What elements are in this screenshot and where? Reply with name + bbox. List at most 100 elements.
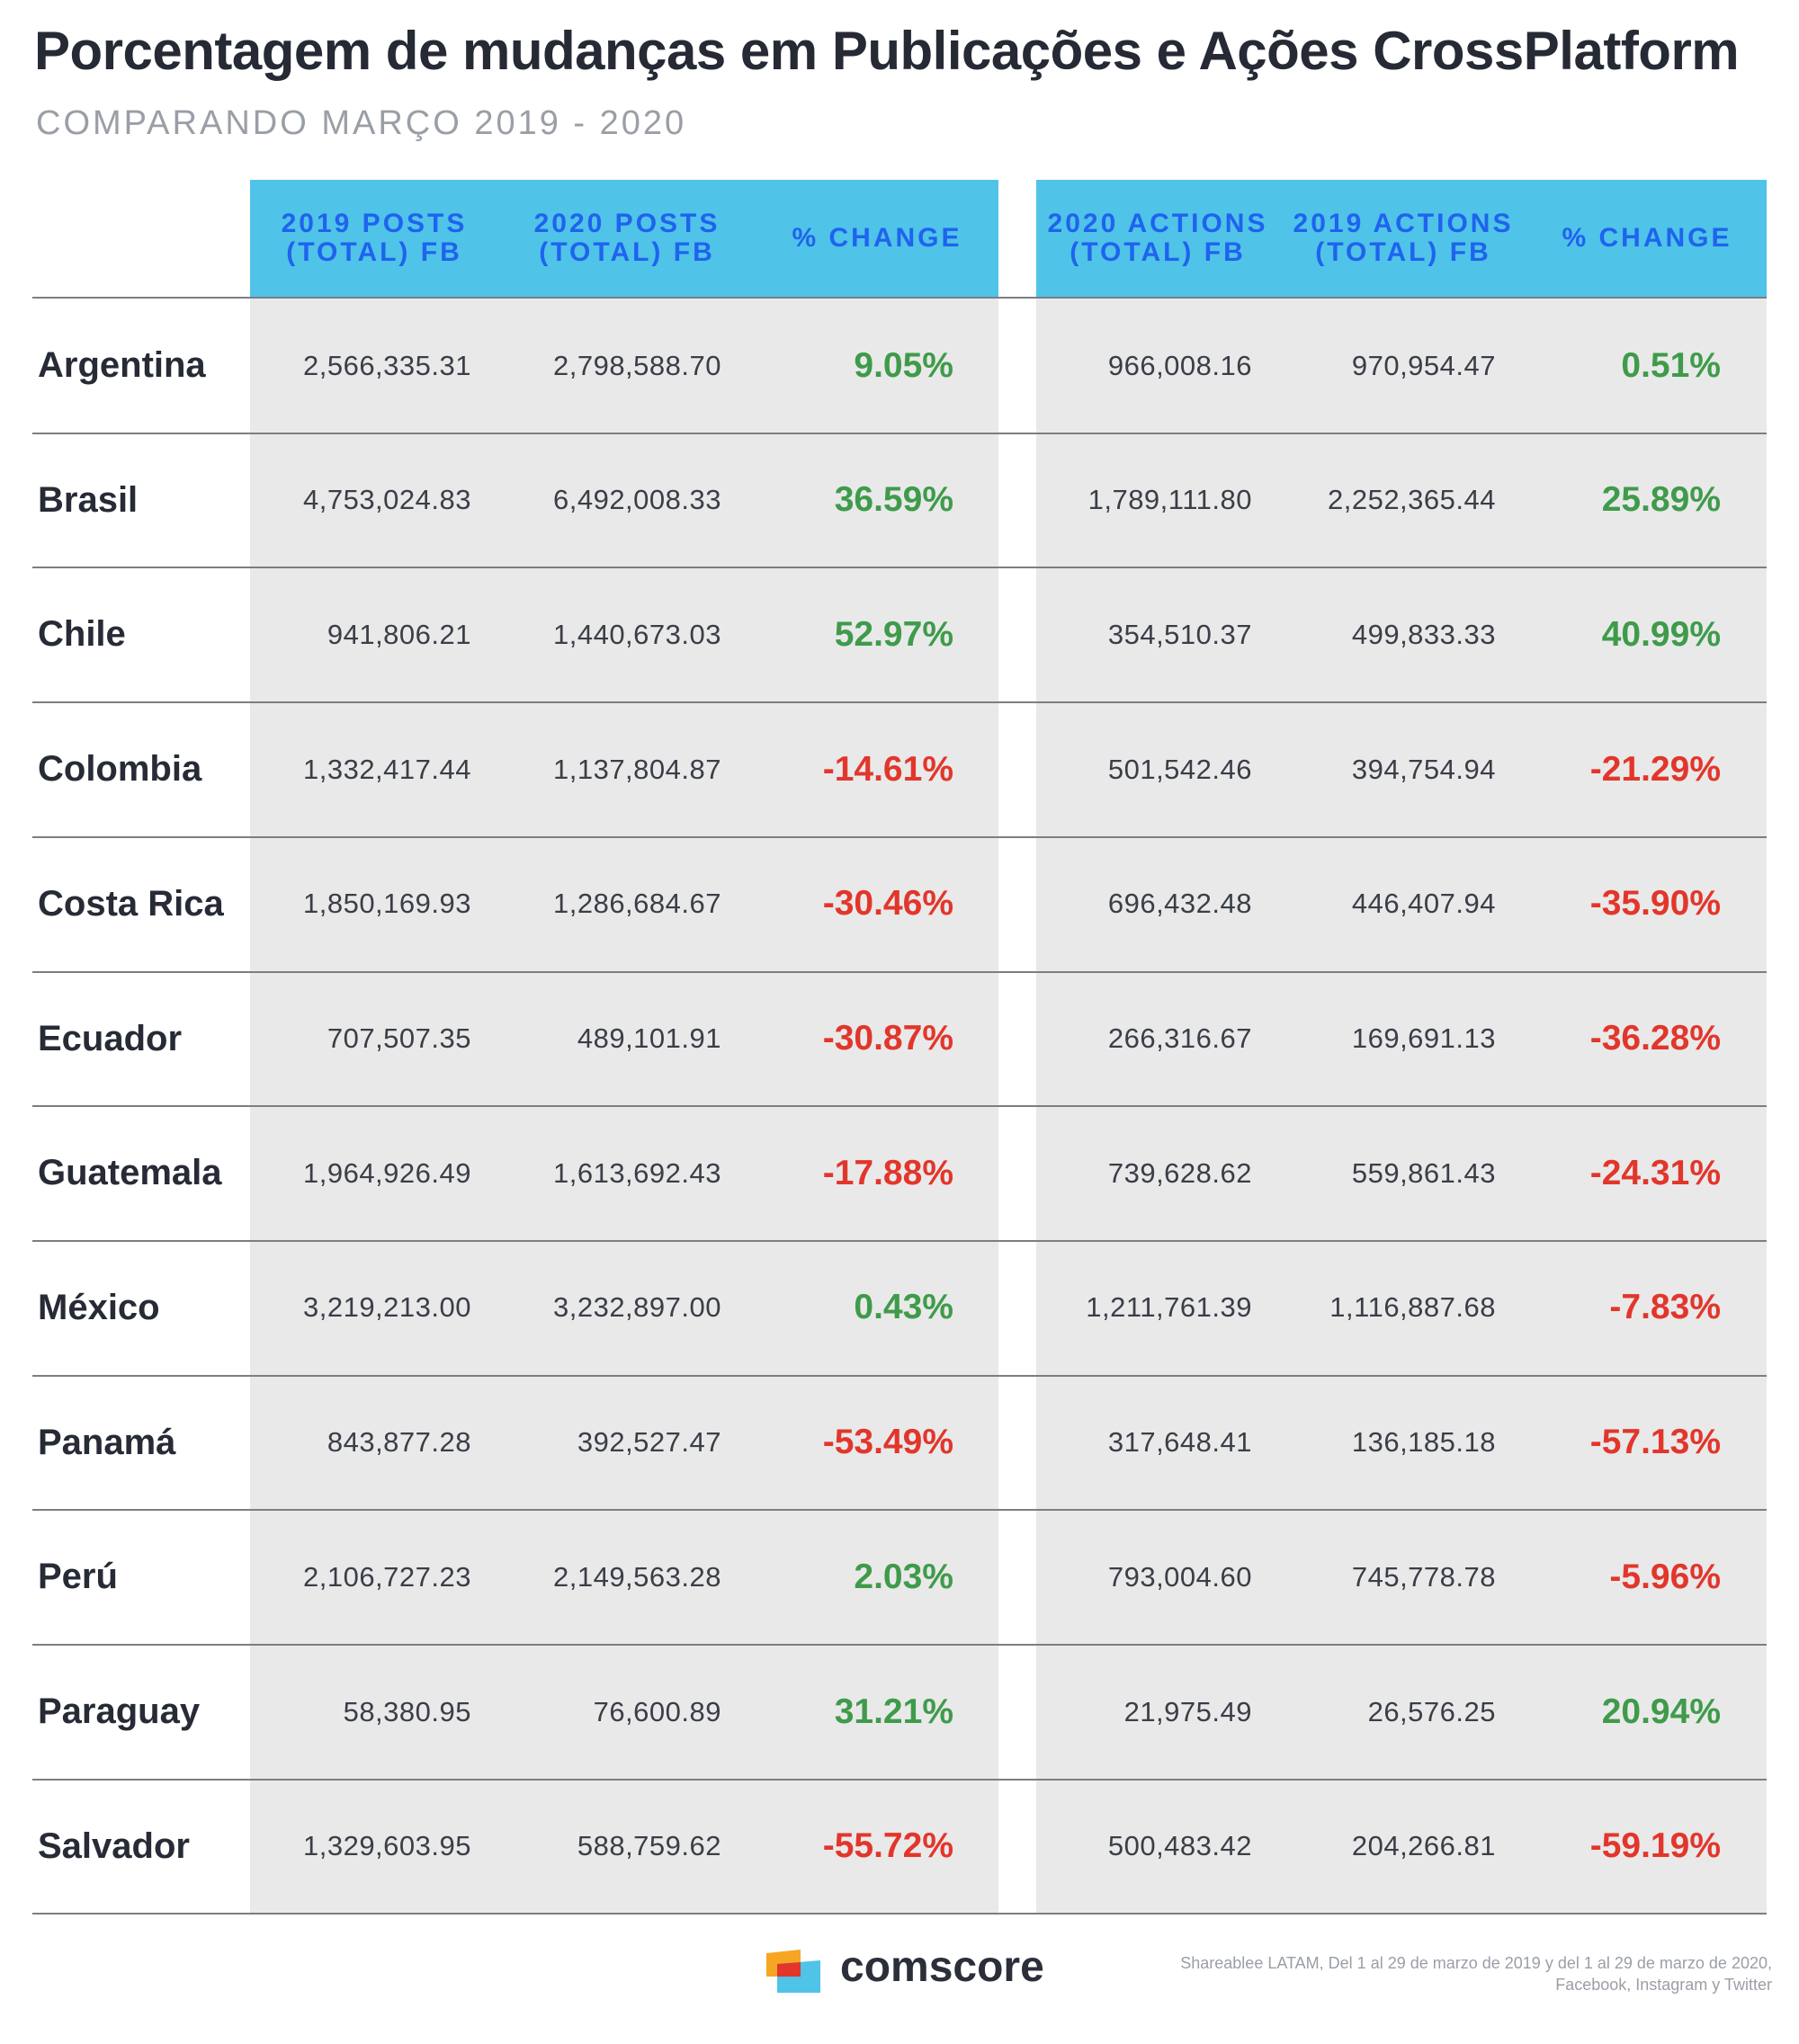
source-note-line1: Shareablee LATAM, Del 1 al 29 de marzo d… <box>1180 1954 1772 1972</box>
cell-2019-posts: 3,219,213.00 <box>302 1291 471 1324</box>
country-label: México <box>38 1287 160 1327</box>
row-divider <box>32 970 1767 973</box>
country-label: Colombia <box>38 749 202 790</box>
cell-actions-change: -24.31% <box>1589 1153 1721 1192</box>
cell-actions-change: -35.90% <box>1589 884 1721 924</box>
row-divider <box>32 1913 1767 1915</box>
row-divider <box>32 1105 1767 1108</box>
cell-2020-posts: 76,600.89 <box>593 1695 721 1727</box>
cell-posts-change: 0.43% <box>854 1288 953 1327</box>
cell-2019-posts: 2,106,727.23 <box>302 1560 471 1593</box>
cell-posts-change: -53.49% <box>822 1423 953 1462</box>
cell-2020-actions: 1,789,111.80 <box>1087 484 1252 516</box>
row-divider <box>32 432 1767 434</box>
cell-2020-actions: 354,510.37 <box>1107 618 1252 650</box>
cell-2019-posts: 707,507.35 <box>327 1022 471 1054</box>
cell-2019-actions: 169,691.13 <box>1351 1022 1496 1054</box>
cell-2019-actions: 446,407.94 <box>1351 888 1496 920</box>
cell-2019-posts: 4,753,024.83 <box>302 484 471 516</box>
cell-2020-posts: 6,492,008.33 <box>552 484 721 516</box>
cell-posts-change: 2.03% <box>854 1557 953 1596</box>
country-label: Salvador <box>38 1825 190 1866</box>
cell-2020-posts: 1,440,673.03 <box>552 618 721 650</box>
cell-2020-actions: 501,542.46 <box>1107 753 1252 785</box>
row-divider <box>32 1374 1767 1377</box>
cell-2019-actions: 2,252,365.44 <box>1327 484 1496 516</box>
cell-2019-actions: 970,954.47 <box>1351 349 1496 381</box>
posts-column-background <box>250 180 998 1914</box>
cell-2019-posts: 941,806.21 <box>327 618 471 650</box>
cell-2019-posts: 1,964,926.49 <box>302 1156 471 1189</box>
cell-2019-actions: 394,754.94 <box>1351 753 1496 785</box>
cell-posts-change: -30.46% <box>822 884 953 924</box>
cell-2019-actions: 26,576.25 <box>1367 1695 1496 1727</box>
cell-2019-actions: 499,833.33 <box>1351 618 1496 650</box>
cell-2020-actions: 500,483.42 <box>1107 1830 1252 1862</box>
cell-2019-actions: 559,861.43 <box>1351 1156 1496 1189</box>
cell-2020-posts: 2,798,588.70 <box>552 349 721 381</box>
header-2019-actions: 2019 ACTIONS (TOTAL) FB <box>1293 209 1514 267</box>
row-divider <box>32 1509 1767 1512</box>
cell-2020-posts: 2,149,563.28 <box>552 1560 721 1593</box>
source-note: Shareablee LATAM, Del 1 al 29 de marzo d… <box>1180 1952 1772 1995</box>
country-label: Argentina <box>38 345 206 385</box>
cell-posts-change: -55.72% <box>822 1826 953 1866</box>
cell-2020-posts: 392,527.47 <box>577 1426 721 1459</box>
row-divider <box>32 297 1767 299</box>
cell-2020-actions: 21,975.49 <box>1123 1695 1252 1727</box>
brand-name: comscore <box>840 1943 1044 1991</box>
country-label: Chile <box>38 614 126 655</box>
actions-column-background <box>1036 180 1767 1914</box>
cell-2019-posts: 1,850,169.93 <box>302 888 471 920</box>
cell-2020-actions: 793,004.60 <box>1107 1560 1252 1593</box>
row-divider <box>32 567 1767 569</box>
row-divider <box>32 1239 1767 1242</box>
country-label: Ecuador <box>38 1018 183 1058</box>
country-label: Costa Rica <box>38 883 224 924</box>
row-divider <box>32 701 1767 704</box>
country-label: Panamá <box>38 1422 176 1462</box>
header-2019-posts: 2019 POSTS (TOTAL) FB <box>281 209 468 267</box>
cell-2019-posts: 2,566,335.31 <box>302 349 471 381</box>
cell-2020-actions: 966,008.16 <box>1107 349 1252 381</box>
page-title: Porcentagem de mudanças em Publicações e… <box>34 21 1740 81</box>
cell-actions-change: -36.28% <box>1589 1019 1721 1058</box>
country-label: Perú <box>38 1557 118 1597</box>
cell-posts-change: -30.87% <box>822 1019 953 1058</box>
cell-actions-change: 25.89% <box>1601 480 1721 520</box>
page-subtitle: COMPARANDO MARÇO 2019 - 2020 <box>36 104 687 142</box>
cell-2020-actions: 317,648.41 <box>1107 1426 1252 1459</box>
cell-posts-change: -14.61% <box>822 749 953 789</box>
country-label: Paraguay <box>38 1691 201 1731</box>
row-divider <box>32 835 1767 838</box>
cell-2020-posts: 1,613,692.43 <box>552 1156 721 1189</box>
cell-posts-change: 52.97% <box>834 614 953 654</box>
actions-header-band <box>1036 180 1767 297</box>
cell-posts-change: 31.21% <box>834 1691 953 1731</box>
cell-2020-posts: 1,137,804.87 <box>552 753 721 785</box>
cell-2020-actions: 696,432.48 <box>1107 888 1252 920</box>
header-2020-posts: 2020 POSTS (TOTAL) FB <box>533 209 720 267</box>
cell-2020-posts: 1,286,684.67 <box>552 888 721 920</box>
posts-header-band <box>250 180 998 297</box>
comscore-logo-icon <box>766 1950 820 1993</box>
cell-actions-change: 0.51% <box>1621 345 1721 385</box>
cell-2019-actions: 1,116,887.68 <box>1329 1291 1496 1324</box>
header-actions-change: % CHANGE <box>1562 223 1732 253</box>
cell-2019-posts: 1,329,603.95 <box>302 1830 471 1862</box>
cell-2019-actions: 745,778.78 <box>1351 1560 1496 1593</box>
cell-actions-change: -5.96% <box>1609 1557 1721 1596</box>
cell-2019-posts: 843,877.28 <box>327 1426 471 1459</box>
cell-2020-posts: 489,101.91 <box>577 1022 721 1054</box>
row-divider <box>32 1778 1767 1781</box>
cell-2019-actions: 204,266.81 <box>1351 1830 1496 1862</box>
cell-actions-change: -21.29% <box>1589 749 1721 789</box>
cell-actions-change: -7.83% <box>1609 1288 1721 1327</box>
cell-posts-change: -17.88% <box>822 1153 953 1192</box>
country-label: Brasil <box>38 479 139 520</box>
cell-actions-change: 20.94% <box>1601 1691 1721 1731</box>
cell-actions-change: -57.13% <box>1589 1423 1721 1462</box>
cell-2020-actions: 739,628.62 <box>1107 1156 1252 1189</box>
cell-2020-actions: 266,316.67 <box>1107 1022 1252 1054</box>
cell-2019-posts: 58,380.95 <box>343 1695 471 1727</box>
